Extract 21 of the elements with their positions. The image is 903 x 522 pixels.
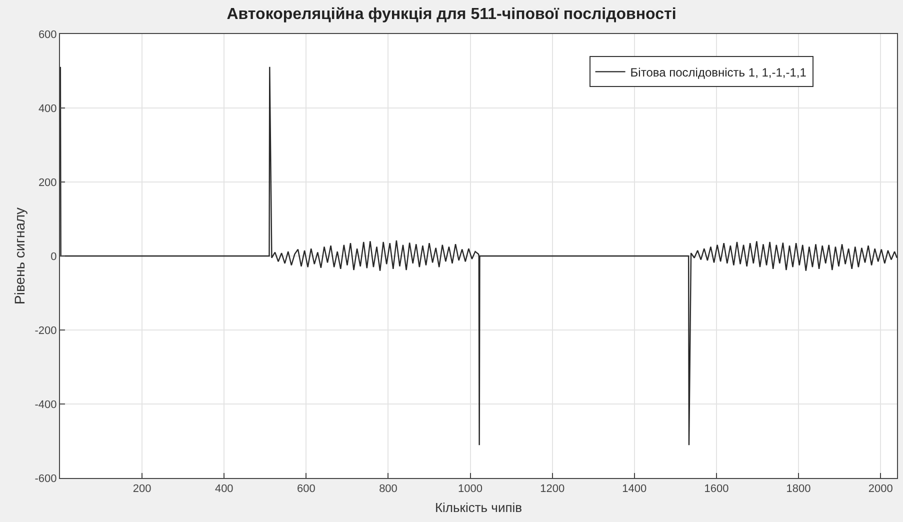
y-axis-title: Рівень сигналу — [11, 207, 28, 305]
y-tick-label: -400 — [34, 398, 57, 411]
x-tick-label: 1400 — [622, 483, 647, 496]
y-tick-label: 600 — [38, 28, 57, 41]
chart-title: Автокореляційна функція для 511-чіпової послідовності — [226, 6, 676, 24]
y-tick-label: 0 — [50, 250, 57, 263]
x-tick-label: 2000 — [868, 483, 893, 496]
x-tick-label: 1000 — [458, 483, 483, 496]
y-tick-label: -200 — [34, 324, 57, 337]
y-tick-label: 400 — [38, 102, 57, 115]
x-tick-label: 1600 — [704, 483, 729, 496]
x-tick-label: 400 — [214, 483, 234, 496]
x-axis-title: Кількість чипів — [434, 500, 522, 515]
y-tick-label: -600 — [34, 472, 57, 485]
legend-label: Бітова послідовність 1, 1,-1,-1,1 — [630, 65, 807, 80]
x-tick-label: 200 — [132, 483, 152, 496]
y-tick-label: 200 — [38, 176, 57, 189]
x-tick-label: 1200 — [540, 483, 565, 496]
x-tick-label: 600 — [297, 483, 316, 496]
x-tick-label: 800 — [379, 483, 398, 496]
x-tick-label: 1800 — [786, 483, 811, 496]
